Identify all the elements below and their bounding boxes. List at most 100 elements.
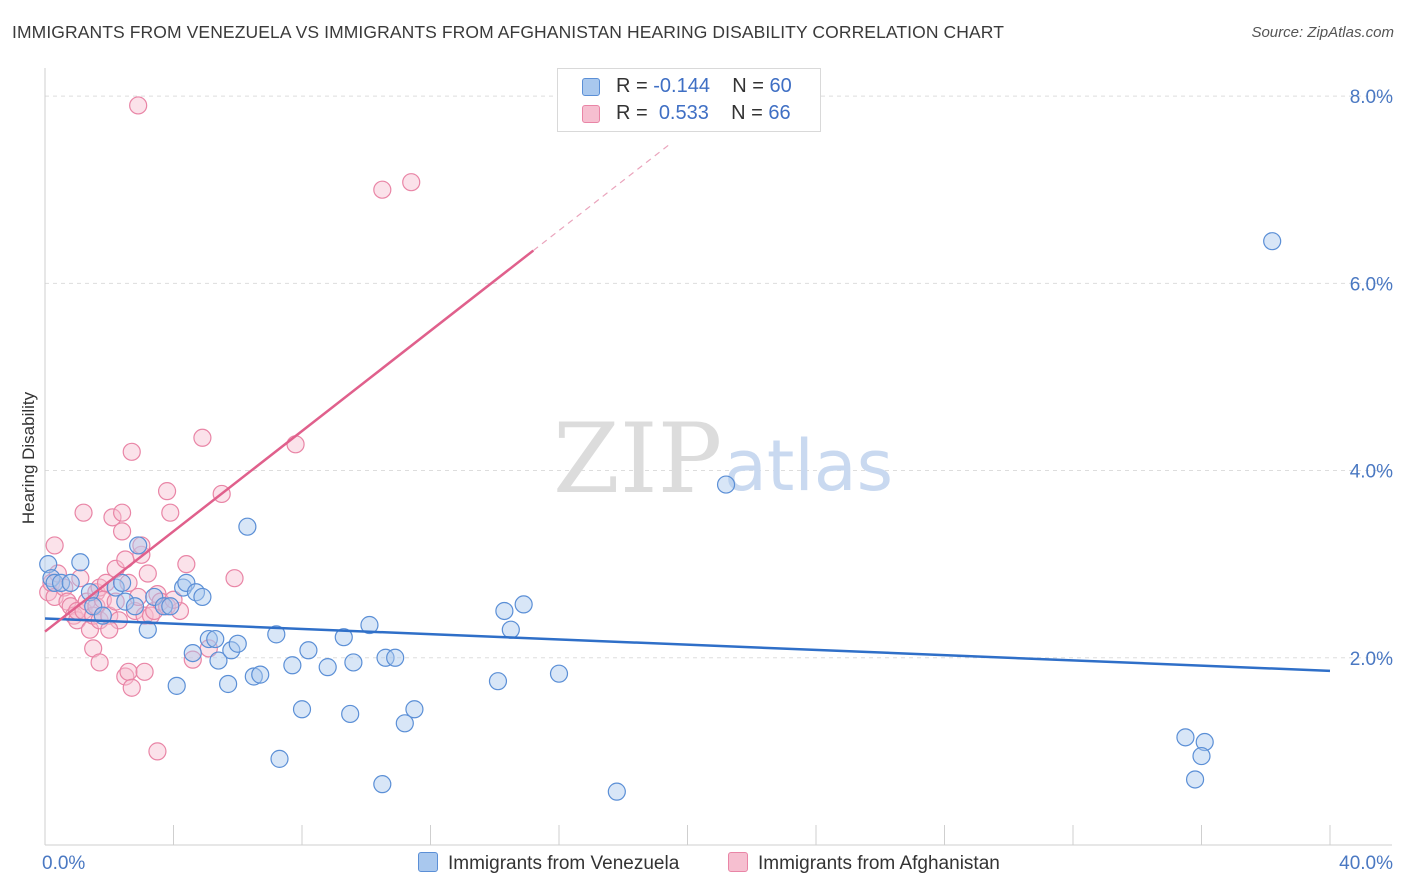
legend-n-value: 66 <box>768 102 791 124</box>
point-venezuela <box>344 653 363 672</box>
point-venezuela <box>125 597 145 616</box>
legend-r-value: -0.144 <box>653 75 710 97</box>
y-tick-label: 2.0% <box>1350 649 1393 670</box>
point-afghanistan <box>119 662 138 681</box>
point-venezuela <box>138 620 157 639</box>
grid-lines <box>45 95 1392 659</box>
point-afghanistan <box>135 662 154 681</box>
point-venezuela <box>51 573 71 592</box>
point-afghanistan <box>177 555 196 574</box>
point-venezuela <box>61 573 80 592</box>
point-afghanistan <box>138 564 157 583</box>
point-venezuela <box>228 634 247 653</box>
point-venezuela <box>607 782 626 801</box>
point-venezuela <box>1195 732 1214 752</box>
legend-r-label: R = <box>616 75 654 97</box>
point-venezuela <box>267 625 286 644</box>
source-label: Source: ZipAtlas.com <box>1251 24 1394 41</box>
point-afghanistan <box>103 508 122 527</box>
trend-line-afghanistan <box>44 249 535 633</box>
point-venezuela <box>183 643 202 663</box>
point-venezuela <box>193 587 212 607</box>
point-venezuela <box>292 700 312 719</box>
trend-lines <box>44 142 1331 673</box>
point-venezuela <box>116 592 135 611</box>
point-venezuela <box>514 595 533 614</box>
point-venezuela <box>270 749 289 768</box>
point-venezuela <box>154 597 173 616</box>
point-venezuela <box>716 475 736 494</box>
legend-n-value: 60 <box>769 75 792 97</box>
point-venezuela <box>1263 232 1282 251</box>
point-afghanistan <box>225 569 244 588</box>
point-afghanistan <box>402 173 421 192</box>
point-venezuela <box>244 667 263 686</box>
point-afghanistan <box>112 503 132 522</box>
point-afghanistan <box>71 569 90 588</box>
point-venezuela <box>1185 770 1205 789</box>
point-venezuela <box>39 555 58 574</box>
y-tick-labels: 2.0% 4.0% 6.0% 8.0% <box>1350 87 1393 670</box>
point-venezuela <box>501 620 520 639</box>
point-venezuela <box>405 700 424 719</box>
point-venezuela <box>299 641 318 660</box>
point-afghanistan <box>122 678 141 697</box>
point-venezuela <box>376 648 395 667</box>
point-venezuela <box>145 587 164 607</box>
point-venezuela <box>161 597 180 616</box>
legend-r-value: 0.533 <box>658 102 709 124</box>
point-venezuela <box>167 676 186 695</box>
point-venezuela <box>222 641 241 660</box>
legend-n-label: N = <box>732 75 770 97</box>
legend-swatch-venezuela <box>418 852 438 872</box>
point-afghanistan <box>148 742 167 761</box>
y-axis-label: Hearing Disability <box>19 391 38 524</box>
bottom-legend-afghanistan: Immigrants from Afghanistan <box>728 852 1000 875</box>
y-tick-label: 4.0% <box>1350 462 1393 483</box>
watermark-atlas: atlas <box>724 425 893 507</box>
bottom-legend-venezuela: Immigrants from Venezuela <box>418 852 679 875</box>
point-afghanistan <box>74 503 93 522</box>
x-tick-label: 0.0% <box>42 853 85 874</box>
point-afghanistan <box>373 180 392 199</box>
x-tick-labels: 0.0% 40.0% <box>42 853 1393 874</box>
point-afghanistan <box>122 442 141 461</box>
point-venezuela <box>488 672 508 691</box>
point-afghanistan <box>45 536 64 555</box>
axes <box>44 68 1392 846</box>
y-tick-label: 8.0% <box>1350 87 1393 108</box>
point-afghanistan <box>112 522 132 541</box>
trend-line-venezuela <box>44 617 1331 673</box>
point-venezuela <box>112 573 132 592</box>
legend-label-afghanistan: Immigrants from Afghanistan <box>758 853 1000 874</box>
point-venezuela <box>238 517 257 536</box>
point-venezuela <box>318 658 337 677</box>
legend-swatch-venezuela <box>582 78 600 96</box>
legend-box: R = -0.144 N = 60 R = 0.533 N = 66 <box>557 68 821 132</box>
y-tick-label: 6.0% <box>1350 274 1393 295</box>
point-venezuela <box>341 704 360 724</box>
point-venezuela <box>373 775 392 794</box>
point-afghanistan <box>286 435 305 454</box>
point-venezuela <box>386 648 405 667</box>
point-afghanistan <box>161 503 180 522</box>
point-venezuela <box>177 573 196 592</box>
point-venezuela <box>283 656 302 675</box>
point-venezuela <box>209 651 228 670</box>
point-venezuela <box>84 597 103 616</box>
point-venezuela <box>45 573 64 592</box>
point-afghanistan <box>106 592 125 611</box>
point-venezuela <box>219 674 238 694</box>
legend-n-label: N = <box>731 102 769 124</box>
chart-title: IMMIGRANTS FROM VENEZUELA VS IMMIGRANTS … <box>12 22 1005 42</box>
point-afghanistan <box>183 650 202 669</box>
point-venezuela <box>1192 746 1211 766</box>
point-venezuela <box>395 714 414 733</box>
trend-line-afghanistan-extension <box>532 142 672 252</box>
point-venezuela <box>80 583 100 602</box>
point-venezuela <box>360 615 379 635</box>
point-venezuela <box>334 628 353 647</box>
x-tick-label: 40.0% <box>1339 853 1393 874</box>
legend-label-venezuela: Immigrants from Venezuela <box>448 853 680 874</box>
